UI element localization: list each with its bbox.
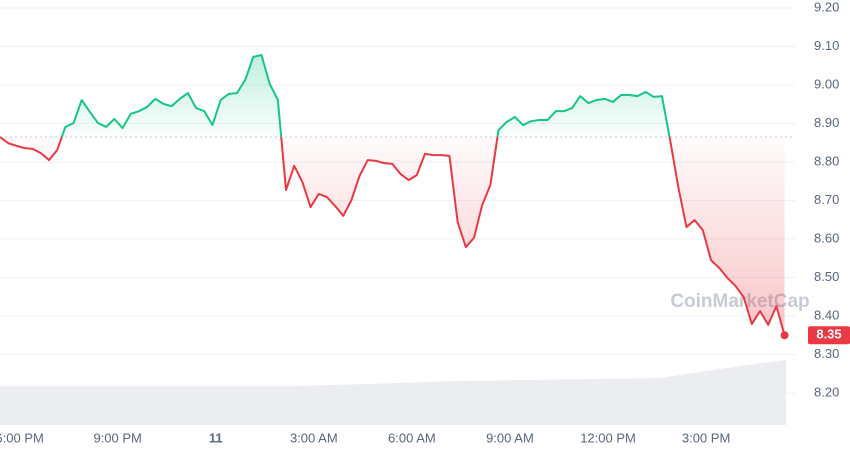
y-tick-label: 8.50 — [814, 269, 839, 284]
x-tick-label: 3:00 PM — [682, 430, 730, 445]
y-tick-label: 9.10 — [814, 38, 839, 53]
y-tick-label: 8.20 — [814, 384, 839, 399]
grid — [0, 7, 795, 394]
x-tick-label: 9:00 PM — [93, 430, 141, 445]
watermark: CoinMarketCap — [670, 291, 809, 312]
y-tick-label: 8.30 — [814, 346, 839, 361]
area — [0, 54, 785, 336]
x-tick-label: 3:00 AM — [290, 430, 338, 445]
x-tick-label: 9:00 AM — [486, 430, 534, 445]
price-line — [0, 53, 786, 336]
y-tick-label: 8.70 — [814, 192, 839, 207]
y-tick-label: 8.80 — [814, 153, 839, 168]
last-price-box — [808, 326, 850, 345]
x-tick-label: 6:00 PM — [0, 430, 44, 445]
y-tick-label: 8.60 — [814, 230, 839, 245]
y-tick-label: 9.00 — [814, 76, 839, 91]
x-tick-label: 6:00 AM — [388, 430, 436, 445]
y-tick-label: 9.20 — [814, 0, 839, 14]
y-tick-label: 8.90 — [814, 115, 839, 130]
last-price-label: 8.35 — [816, 327, 841, 342]
last-point — [780, 331, 789, 340]
x-tick-label: 12:00 PM — [580, 430, 636, 445]
x-tick-label: 11 — [209, 430, 223, 445]
y-tick-label: 8.40 — [814, 307, 839, 322]
volume-bars — [0, 360, 786, 425]
